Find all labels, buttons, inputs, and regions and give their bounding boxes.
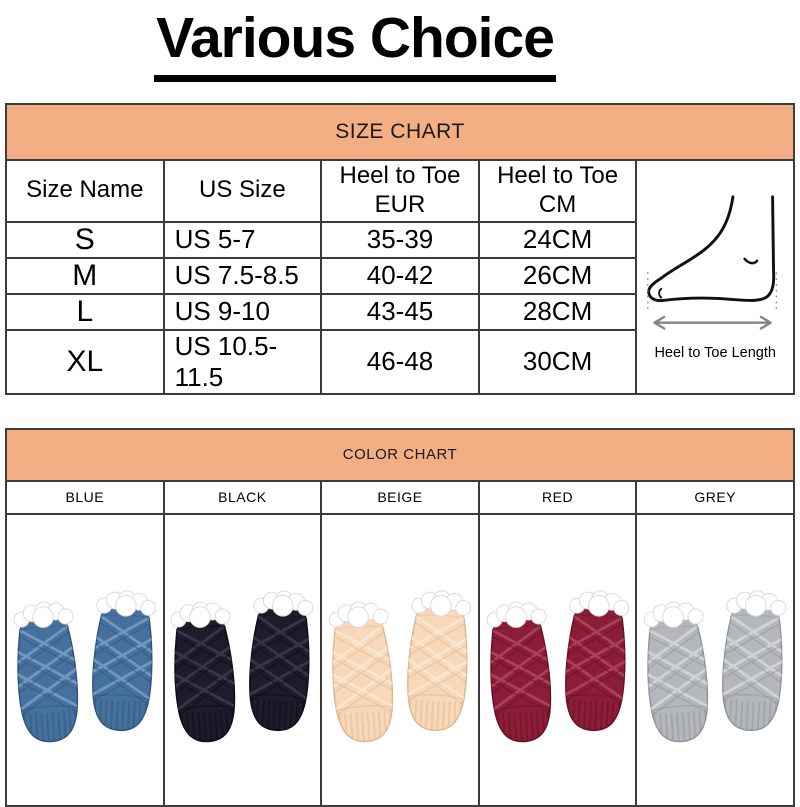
column-header-sublabel: CM (538, 190, 577, 218)
eur-size: 43-45 (320, 292, 480, 331)
size-row-m: M US 7.5-8.5 40-42 26CM (5, 256, 794, 295)
size-row-s: S US 5-7 35-39 24CM (5, 220, 794, 259)
sock-pair-illustration (167, 586, 317, 752)
us-size: US 10.5-11.5 (162, 328, 323, 395)
size-row-xl: XL US 10.5-11.5 46-48 30CM (5, 328, 794, 395)
color-chart-header: COLOR CHART (5, 427, 795, 482)
sock-pair-illustration (640, 586, 790, 752)
sock-image-grey (635, 512, 795, 807)
foot-diagram-caption: Heel to Toe Length (654, 344, 776, 361)
size-name: XL (5, 328, 165, 395)
foot-diagram-icon (647, 195, 778, 330)
size-chart-header-row: Size Name US Size Heel to Toe EUR Heel t… (5, 158, 795, 395)
sock-pair-illustration (483, 586, 633, 752)
sock-image-blue (5, 512, 165, 807)
us-size: US 9-10 (162, 292, 323, 331)
page-title: Various Choice (156, 6, 555, 70)
sock-image-red (477, 512, 638, 807)
sock-pair-illustration (10, 586, 160, 752)
sock-image-beige (320, 512, 480, 807)
title-underline (154, 74, 556, 82)
column-header-label: Heel to Toe (497, 162, 619, 190)
size-row-l: L US 9-10 43-45 28CM (5, 292, 794, 331)
size-chart-band-row: SIZE CHART (5, 102, 795, 161)
color-name-row: BLUE BLACK BEIGE RED GREY (5, 479, 795, 515)
color-chart-table: COLOR CHART BLUE BLACK BEIGE RED GREY (5, 427, 795, 807)
cm-size: 26CM (477, 256, 638, 295)
sock-pair-illustration (325, 586, 475, 752)
size-name: L (5, 292, 165, 331)
foot-measure-diagram-cell: Heel to Toe Length (635, 158, 795, 395)
column-header-size-name: Size Name (5, 158, 165, 223)
column-header-us-size: US Size (162, 158, 323, 223)
us-size: US 5-7 (162, 220, 323, 259)
size-chart-table: SIZE CHART Size Name US Size Heel to Toe… (5, 102, 795, 395)
cm-size: 24CM (477, 220, 638, 259)
eur-size: 35-39 (320, 220, 480, 259)
cm-size: 30CM (477, 328, 638, 395)
column-header-label: Size Name (26, 176, 144, 204)
size-chart-header: SIZE CHART (5, 102, 795, 161)
column-header-label: US Size (199, 176, 286, 204)
title-block: Various Choice (5, 0, 705, 82)
color-name-blue: BLUE (5, 479, 165, 515)
color-name-beige: BEIGE (320, 479, 480, 515)
eur-size: 46-48 (320, 328, 480, 395)
color-name-black: BLACK (162, 479, 323, 515)
column-header-sublabel: EUR (374, 190, 426, 218)
column-header-cm: Heel to Toe CM (477, 158, 638, 223)
cm-size: 28CM (477, 292, 638, 331)
color-name-red: RED (477, 479, 638, 515)
size-name: S (5, 220, 165, 259)
color-chart-band-row: COLOR CHART (5, 427, 795, 482)
eur-size: 40-42 (320, 256, 480, 295)
sock-image-row (5, 512, 795, 807)
column-header-label: Heel to Toe (339, 162, 461, 190)
color-name-grey: GREY (635, 479, 795, 515)
sock-image-black (162, 512, 323, 807)
us-size: US 7.5-8.5 (162, 256, 323, 295)
column-header-eur: Heel to Toe EUR (320, 158, 480, 223)
size-name: M (5, 256, 165, 295)
